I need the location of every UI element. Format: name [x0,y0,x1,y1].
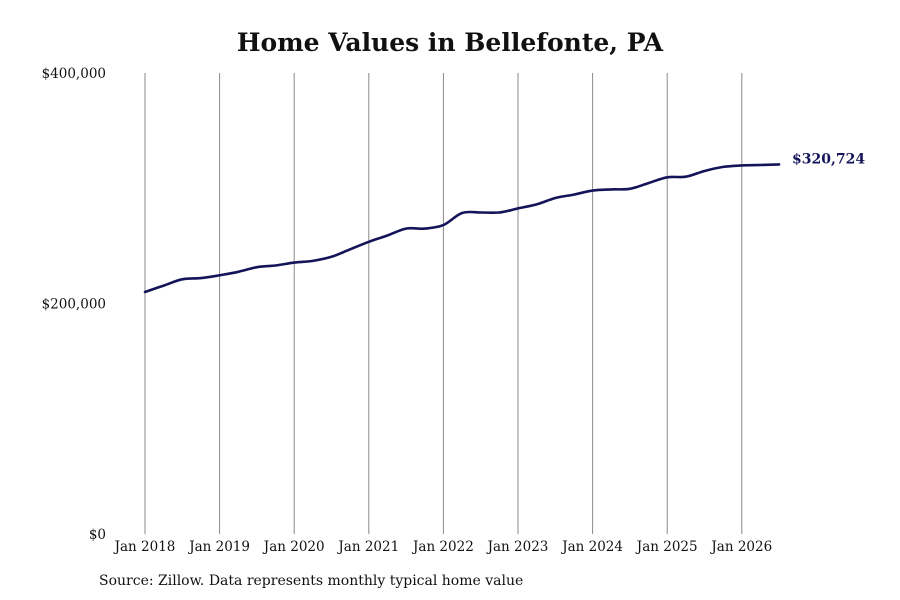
y-axis-ticks: $0 $200,000 $400,000 [42,66,106,543]
x-tick-label: Jan 2018 [113,539,176,555]
end-value-label: $320,724 [792,151,865,167]
x-tick-label: Jan 2020 [262,539,325,555]
y-tick-label: $400,000 [42,66,106,82]
x-tick-label: Jan 2023 [486,539,549,555]
grid-lines [144,73,743,534]
series-line [143,163,781,294]
x-tick-label: Jan 2024 [560,539,623,555]
x-tick-label: Jan 2026 [709,539,772,555]
y-tick-label: $0 [89,527,106,543]
chart-title: Home Values in Bellefonte, PA [236,28,664,57]
x-tick-label: Jan 2022 [411,539,474,555]
y-tick-label: $200,000 [42,297,106,313]
end-label-layer: $320,724 [792,151,865,167]
x-tick-label: Jan 2019 [187,539,250,555]
chart-source-note: Source: Zillow. Data represents monthly … [99,573,524,589]
series-line-layer [143,163,781,294]
x-tick-label: Jan 2025 [635,539,698,555]
x-tick-label: Jan 2021 [336,539,399,555]
x-axis-ticks: Jan 2018 Jan 2019 Jan 2020 Jan 2021 Jan 2022… [113,539,773,555]
